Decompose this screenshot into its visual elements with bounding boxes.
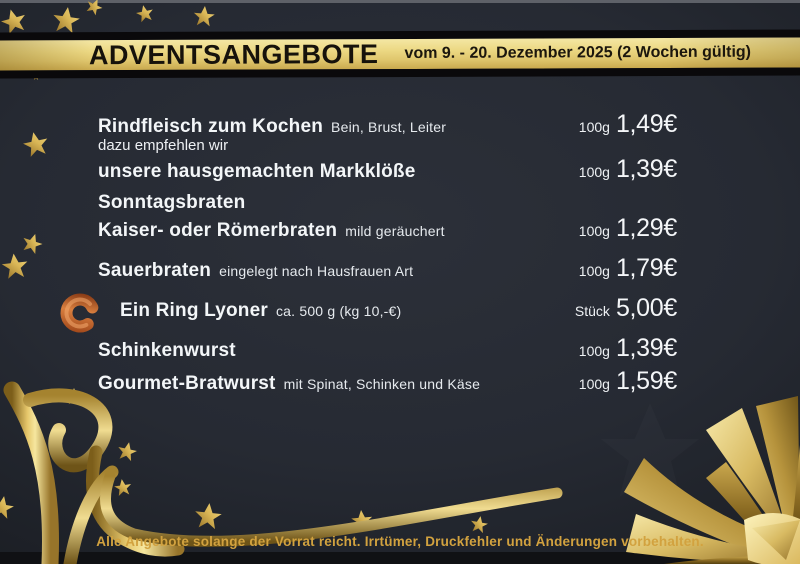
price-unit: 100g — [578, 119, 610, 135]
disclaimer-text: Alle Angebote solange der Vorrat reicht.… — [96, 534, 704, 549]
faint-star-watermark — [600, 403, 700, 498]
product-name: Kaiser- oder Römerbraten — [98, 220, 338, 241]
gold-star-icon — [0, 494, 16, 520]
gold-star-icon — [19, 230, 45, 256]
product-name: Sauerbraten — [98, 260, 212, 281]
gold-star-icon — [51, 5, 82, 35]
product-name: unsere hausgemachten Markklöße — [98, 161, 416, 182]
gold-star-icon — [0, 252, 29, 280]
product-name: Rindfleisch zum Kochen — [98, 116, 324, 137]
price-unit: 100g — [578, 376, 610, 392]
price-unit: Stück — [574, 303, 610, 319]
price-group: 100g 1,79€ — [578, 254, 678, 283]
offer-row: Kaiser- oder Römerbraten mild geräuchert … — [98, 214, 677, 243]
banner-gold-band: ADVENTSANGEBOTE vom 9. - 20. Dezember 20… — [0, 37, 800, 71]
price-value: 1,39€ — [615, 155, 677, 183]
bottom-edge-strip — [0, 552, 800, 564]
price-unit: 100g — [578, 343, 610, 359]
offer-row: Sauerbraten eingelegt nach Hausfrauen Art… — [98, 254, 677, 283]
product-detail: mild geräuchert — [345, 223, 445, 239]
product-detail: ca. 500 g (kg 10,-€) — [275, 303, 402, 319]
price-value: 1,49€ — [615, 110, 677, 138]
gold-star-icon — [134, 3, 155, 23]
product-detail: mit Spinat, Schinken und Käse — [283, 376, 481, 392]
header-banner: ADVENTSANGEBOTE vom 9. - 20. Dezember 20… — [0, 29, 800, 79]
gold-star-icon — [21, 129, 51, 158]
product-name-group: Sauerbraten eingelegt nach Hausfrauen Art — [98, 260, 413, 282]
offer-row: Gourmet-Bratwurst mit Spinat, Schinken un… — [98, 367, 677, 396]
price-value: 5,00€ — [615, 294, 677, 322]
price-group: 100g 1,49€ — [578, 110, 678, 139]
gold-star-icon — [0, 6, 29, 36]
product-name: Gourmet-Bratwurst — [98, 373, 276, 394]
product-name-group: Kaiser- oder Römerbraten mild geräuchert — [98, 220, 445, 242]
product-detail: Bein, Brust, Leiter — [331, 119, 447, 135]
product-name: Schinkenwurst — [98, 340, 236, 361]
top-edge-strip — [0, 0, 800, 3]
price-group: 100g 1,59€ — [578, 367, 678, 396]
lyoner-sausage-ring-icon — [60, 293, 100, 333]
price-group: 100g 1,29€ — [578, 214, 678, 243]
price-unit: 100g — [578, 164, 610, 180]
product-name: Ein Ring Lyoner — [120, 300, 268, 321]
price-value: 1,39€ — [615, 334, 677, 362]
product-name: Sonntagsbraten — [98, 192, 246, 213]
product-name-group: Gourmet-Bratwurst mit Spinat, Schinken un… — [98, 373, 480, 395]
price-unit: 100g — [578, 263, 610, 279]
gold-star-icon — [469, 514, 489, 534]
offer-row: unsere hausgemachten Markklöße 100g 1,39… — [98, 155, 677, 184]
validity-period: vom 9. - 20. Dezember 2025 (2 Wochen gül… — [404, 43, 752, 62]
offer-row: Rindfleisch zum Kochen Bein, Brust, Leite… — [98, 110, 677, 139]
price-group: 100g 1,39€ — [578, 334, 678, 363]
page-title: ADVENTSANGEBOTE — [88, 38, 379, 70]
gold-star-icon — [193, 501, 223, 530]
product-name-group: unsere hausgemachten Markklöße — [98, 161, 416, 183]
offer-note-row: dazu empfehlen wir — [98, 137, 677, 154]
price-value: 1,79€ — [615, 254, 677, 282]
gold-star-icon — [113, 477, 133, 497]
offer-row: Schinkenwurst 100g 1,39€ — [98, 334, 677, 363]
offer-row: Sonntagsbraten — [98, 192, 677, 214]
price-value: 1,29€ — [615, 214, 677, 242]
gold-star-icon — [116, 440, 139, 462]
product-name-group: Ein Ring Lyoner ca. 500 g (kg 10,-€) — [60, 293, 402, 333]
price-group: Stück 5,00€ — [575, 294, 677, 323]
gold-star-icon — [192, 5, 216, 27]
product-detail: eingelegt nach Hausfrauen Art — [219, 263, 414, 279]
gold-star-icon — [65, 388, 83, 405]
offer-row: Ein Ring Lyoner ca. 500 g (kg 10,-€) Stüc… — [60, 293, 677, 333]
product-name-group: Rindfleisch zum Kochen Bein, Brust, Leite… — [98, 116, 446, 138]
price-unit: 100g — [578, 223, 610, 239]
price-group: 100g 1,39€ — [578, 155, 678, 184]
price-value: 1,59€ — [615, 367, 677, 395]
recommendation-note: dazu empfehlen wir — [98, 137, 229, 154]
gold-star-icon — [350, 509, 374, 531]
